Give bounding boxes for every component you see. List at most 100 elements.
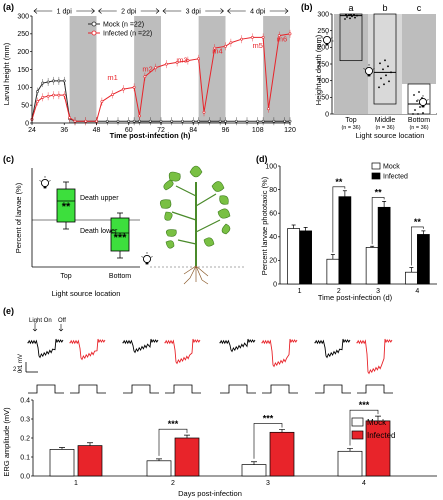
n-label: (n = 36)	[409, 125, 428, 131]
scale-s-label: 2 s	[13, 367, 21, 373]
annotation-m2: m2	[142, 64, 152, 73]
error-bar	[421, 230, 426, 235]
mock-bar-day-4	[405, 271, 418, 285]
significance-stars: ***	[359, 400, 370, 410]
panel-c-box-chart: (c) ** *** Death upper Death lower Top B…	[3, 154, 245, 298]
mock-legend-marker	[91, 21, 97, 27]
x-tick-label: 60	[125, 127, 133, 134]
significance-bracket	[253, 423, 283, 459]
y-tick-label: 100	[17, 85, 29, 92]
data-point	[100, 100, 104, 104]
legend-infected-label: Infected (n =22)	[103, 31, 152, 38]
data-point	[383, 83, 385, 86]
error-bar	[279, 429, 285, 433]
panel-e-legend: Mock Infected	[351, 417, 395, 440]
light-bulb-icon	[417, 95, 429, 108]
data-point	[256, 119, 260, 123]
significance-bracket	[332, 186, 346, 253]
y-tick-label: 60	[269, 211, 277, 218]
x-tick-label: 48	[93, 127, 101, 134]
data-point	[197, 57, 201, 61]
significance-bracket	[371, 197, 385, 245]
y-tick-label: 100	[265, 163, 277, 170]
dpi-label-1: 1 dpi	[57, 9, 73, 16]
x-tick-label: 1	[74, 480, 78, 487]
data-point	[353, 13, 355, 16]
mock-bar-day-3	[241, 464, 267, 477]
error-bar	[382, 201, 387, 208]
data-point	[419, 106, 421, 108]
light-step	[165, 384, 201, 394]
infected-bar-day-1	[299, 230, 312, 285]
light-off-label: Off	[58, 318, 66, 324]
data-point	[378, 86, 380, 89]
data-point	[345, 13, 347, 16]
x-tick-label: 96	[222, 127, 230, 134]
mock-erg-trace-2	[122, 338, 159, 354]
data-point	[250, 36, 254, 39]
data-point	[349, 17, 351, 20]
data-point	[261, 36, 265, 39]
data-point	[354, 16, 356, 19]
data-point	[390, 71, 392, 74]
error-bar	[303, 227, 308, 231]
panel-d-legend: Mock Infected	[371, 162, 408, 181]
annotation-m5: m5	[253, 41, 263, 50]
data-point	[62, 79, 66, 83]
x-axis-label: Light source location	[356, 131, 425, 140]
infected-erg-trace-2	[164, 338, 201, 365]
data-point	[380, 77, 382, 80]
tomato-plant-illustration	[150, 165, 245, 285]
y-tick-label: 300	[17, 13, 29, 20]
data-point	[277, 34, 281, 38]
significance-stars: **	[375, 187, 383, 197]
y-tick-label: 150	[317, 61, 329, 68]
dpi-labels: 1 dpi 2 dpi 3 dpi 4 dpi	[33, 8, 289, 16]
error-bar	[156, 458, 162, 461]
erg-traces	[27, 338, 393, 375]
top-significance: **	[62, 201, 71, 213]
mock-bar-day-4	[337, 450, 363, 477]
data-point	[116, 119, 120, 123]
error-bar	[347, 448, 353, 452]
error-bar	[184, 434, 190, 438]
bottom-box: ***	[110, 212, 130, 259]
data-point	[62, 93, 66, 97]
annotation-m1: m1	[107, 73, 117, 82]
y-tick-label: 0	[273, 281, 277, 288]
x-tick-label: Middle	[375, 117, 396, 124]
c-tick-top: Top	[60, 273, 71, 280]
light-bulb-icon	[363, 64, 375, 77]
x-axis-label: Time post-infection (d)	[318, 293, 393, 302]
data-point	[416, 100, 418, 102]
y-tick-label: 0	[25, 120, 29, 127]
data-point	[68, 116, 72, 120]
x-tick-label: 4	[415, 288, 419, 295]
y-tick-label: 0.1	[20, 454, 30, 461]
data-point	[388, 80, 390, 83]
data-point	[422, 112, 424, 114]
y-tick-label: 100	[317, 78, 329, 85]
data-point	[272, 119, 276, 123]
data-point	[127, 119, 131, 123]
box-middle	[373, 13, 397, 105]
x-tick-label: Bottom	[408, 117, 430, 124]
data-point	[35, 100, 39, 104]
panel-b-box-chart: (b) Top(n = 36)Middle(n = 36)Bottom(n = …	[301, 2, 437, 140]
legend-mock-label: Mock (n =22)	[103, 22, 144, 29]
y-tick-label: 50	[321, 95, 329, 102]
data-point	[191, 119, 195, 123]
data-point	[385, 74, 387, 77]
data-point	[84, 119, 88, 123]
x-tick-label: 3	[266, 480, 270, 487]
annotation-m4: m4	[212, 46, 222, 55]
light-bulb-icon	[141, 252, 153, 265]
box-bottom	[407, 83, 431, 115]
y-tick-label: 200	[17, 49, 29, 56]
data-point	[197, 119, 201, 123]
mock-erg-trace-4	[314, 338, 351, 359]
dpi-arrow-4	[227, 8, 289, 14]
y-tick-label: 80	[269, 187, 277, 194]
y-tick-label: 20	[269, 258, 277, 265]
x-axis-label: Time post-infection (h)	[110, 131, 191, 140]
